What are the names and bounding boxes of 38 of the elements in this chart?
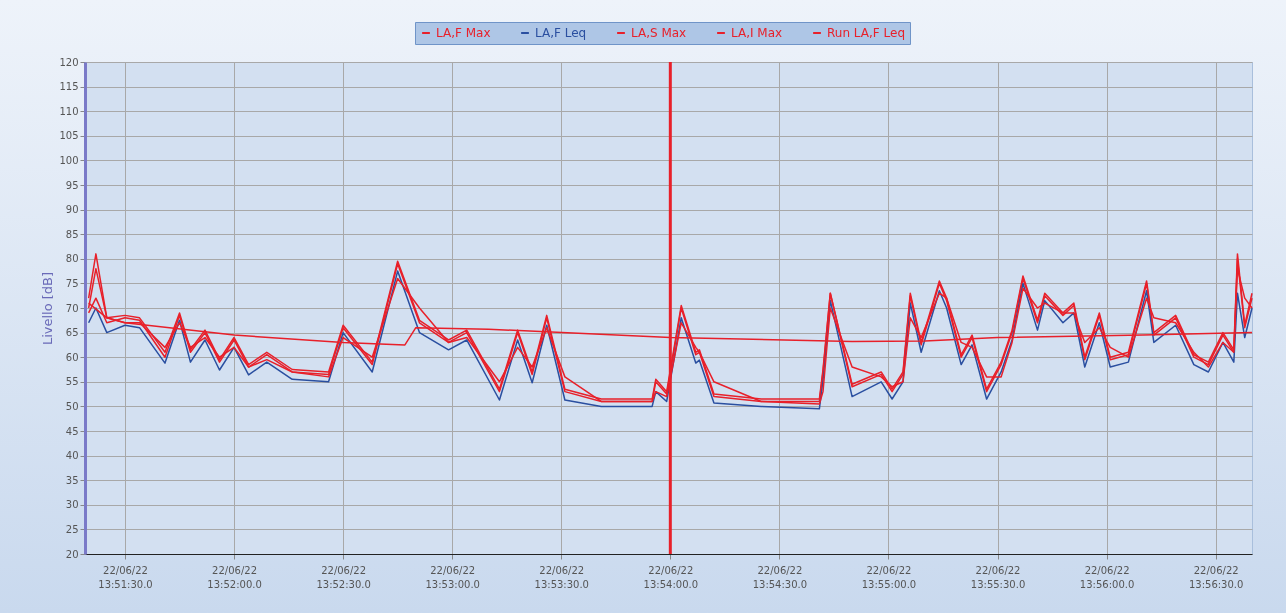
legend-label: LA,F Max — [436, 26, 491, 40]
y-tick-label: 35 — [65, 474, 79, 486]
y-tick-label: 80 — [65, 253, 79, 265]
y-tick-label: 85 — [65, 228, 79, 240]
x-tick-label: 22/06/22 13:55:30.0 — [970, 564, 1026, 590]
x-tick-label: 22/06/22 13:52:30.0 — [316, 564, 371, 590]
y-tick-label: 40 — [65, 450, 79, 462]
y-tick-label: 20 — [65, 548, 79, 560]
y-tick-label: 115 — [59, 81, 79, 93]
y-tick-label: 25 — [65, 523, 79, 535]
x-tick-label: 22/06/22 13:51:30.0 — [98, 564, 153, 590]
y-tick-label: 60 — [65, 351, 79, 363]
y-tick-label: 120 — [59, 56, 79, 68]
x-tick-label: 22/06/22 13:53:30.0 — [534, 564, 589, 590]
x-tick-label: 22/06/22 13:53:00.0 — [425, 564, 480, 590]
y-tick-label: 50 — [65, 400, 79, 412]
x-tick-label: 22/06/22 13:56:30.0 — [1188, 564, 1244, 590]
y-tick-label: 45 — [65, 425, 79, 437]
legend-label: Run LA,F Leq — [827, 26, 905, 40]
y-tick-label: 30 — [65, 499, 79, 511]
y-tick-label: 100 — [59, 154, 79, 166]
y-tick-label: 90 — [65, 204, 79, 216]
y-tick-label: 55 — [65, 376, 79, 388]
y-tick-label: 95 — [65, 179, 79, 191]
y-tick-label: 75 — [65, 277, 79, 289]
legend-label: LA,F Leq — [535, 26, 587, 40]
x-tick-label: 22/06/22 13:55:00.0 — [861, 564, 917, 590]
x-tick-label: 22/06/22 13:52:00.0 — [207, 564, 262, 590]
x-tick-label: 22/06/22 13:56:00.0 — [1079, 564, 1135, 590]
y-tick-label: 65 — [65, 327, 79, 339]
x-tick-label: 22/06/22 13:54:30.0 — [752, 564, 808, 590]
legend-label: LA,I Max — [731, 26, 783, 40]
y-axis-title: Livello [dB] — [40, 271, 56, 346]
x-tick-label: 22/06/22 13:54:00.0 — [643, 564, 699, 590]
y-tick-label: 110 — [59, 105, 79, 117]
y-tick-label: 105 — [59, 130, 79, 142]
y-tick-label: 70 — [65, 302, 79, 314]
legend-label: LA,S Max — [631, 26, 687, 40]
